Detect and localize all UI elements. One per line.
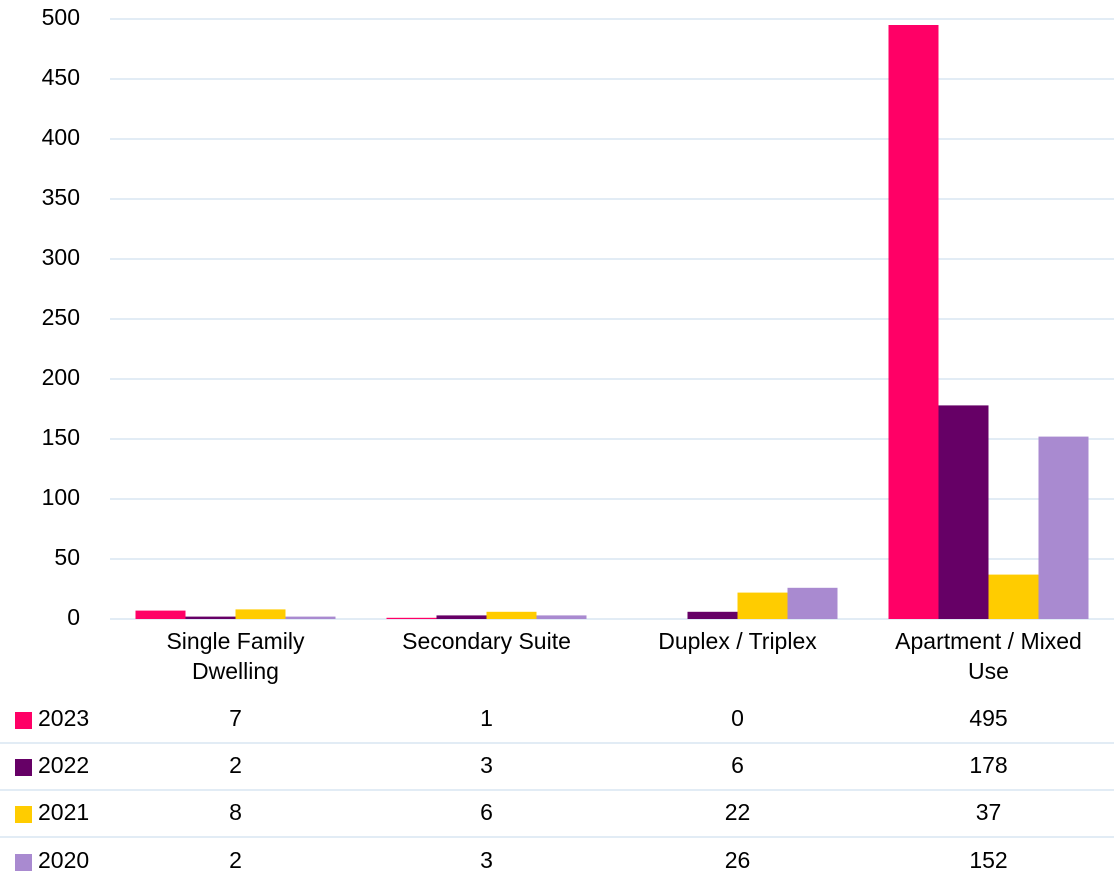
bar xyxy=(235,609,286,619)
table-cell: 152 xyxy=(969,847,1007,873)
bar xyxy=(436,615,487,619)
y-tick-label: 0 xyxy=(67,604,80,630)
y-tick-label: 200 xyxy=(42,364,80,390)
bar xyxy=(737,592,788,619)
bar xyxy=(185,616,236,619)
table-cell: 6 xyxy=(480,799,493,825)
bar xyxy=(386,617,437,619)
table-cell: 3 xyxy=(480,752,493,778)
x-tick-label: Duplex / Triplex xyxy=(658,628,817,654)
legend-label: 2023 xyxy=(38,705,89,731)
table-cell: 2 xyxy=(229,752,242,778)
bar xyxy=(988,574,1039,619)
table-cell: 6 xyxy=(731,752,744,778)
y-tick-label: 250 xyxy=(42,304,80,330)
legend-swatch xyxy=(15,712,32,729)
table-cell: 22 xyxy=(725,799,751,825)
table-cell: 3 xyxy=(480,847,493,873)
legend-swatch xyxy=(15,806,32,823)
bar xyxy=(1038,436,1089,619)
table-cell: 7 xyxy=(229,705,242,731)
y-tick-label: 500 xyxy=(42,4,80,30)
y-tick-label: 150 xyxy=(42,424,80,450)
legend-swatch xyxy=(15,854,32,871)
legend-label: 2021 xyxy=(38,799,89,825)
x-tick-label: Secondary Suite xyxy=(402,628,571,654)
bar xyxy=(787,587,838,619)
bar xyxy=(135,610,186,619)
table-cell: 37 xyxy=(976,799,1002,825)
y-tick-label: 450 xyxy=(42,64,80,90)
legend-label: 2020 xyxy=(38,847,89,873)
y-tick-label: 350 xyxy=(42,184,80,210)
table-cell: 1 xyxy=(480,705,493,731)
legend-swatch xyxy=(15,759,32,776)
x-tick-label: Apartment / Mixed Use xyxy=(895,628,1082,684)
table-cell: 178 xyxy=(969,752,1007,778)
bar xyxy=(687,611,738,619)
x-tick-label: Single Family Dwelling xyxy=(166,628,305,684)
bar xyxy=(285,616,336,619)
legend-label: 2022 xyxy=(38,752,89,778)
table-cell: 495 xyxy=(969,705,1007,731)
bar xyxy=(486,611,537,619)
y-tick-label: 100 xyxy=(42,484,80,510)
bar xyxy=(938,405,989,619)
table-cell: 2 xyxy=(229,847,242,873)
table-cell: 26 xyxy=(725,847,751,873)
bar xyxy=(888,25,939,619)
table-cell: 8 xyxy=(229,799,242,825)
bar xyxy=(536,615,587,619)
y-tick-label: 400 xyxy=(42,124,80,150)
table-cell: 0 xyxy=(731,705,744,731)
y-tick-label: 50 xyxy=(54,544,80,570)
y-tick-label: 300 xyxy=(42,244,80,270)
